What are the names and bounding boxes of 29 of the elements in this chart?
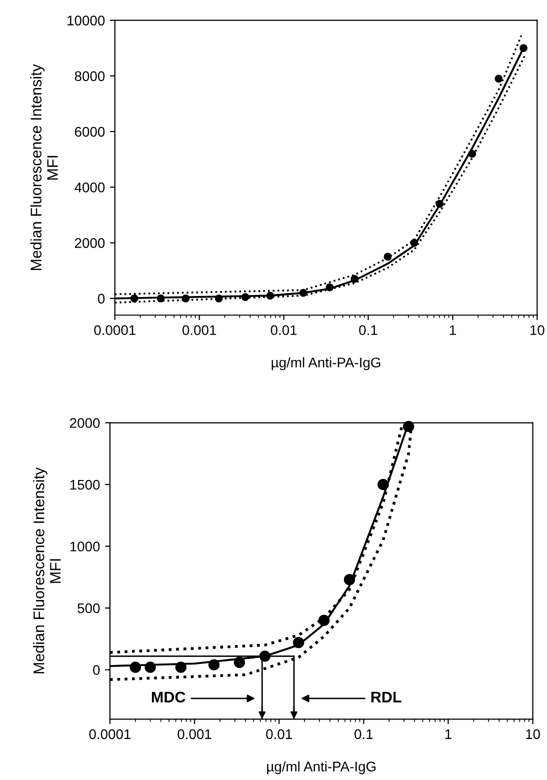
x-tick-label: 10	[530, 325, 544, 336]
x-tick-label: 1	[445, 729, 452, 739]
y-tick-label: 8000	[74, 71, 105, 82]
annotation: MDC	[152, 692, 186, 703]
x-tick-label: 0.1	[354, 729, 373, 740]
y-tick-label: 0	[98, 294, 105, 304]
x-axis-title: µg/ml Anti-PA-IgG	[272, 357, 380, 370]
y-tick-label: 4000	[74, 182, 105, 192]
x-tick-label: 0.01	[266, 729, 292, 740]
x-tick-label: 0.01	[270, 325, 297, 336]
y-tick-label: 1000	[70, 542, 100, 552]
y-tick-label: 2000	[70, 418, 100, 428]
x-tick-label: 0.001	[182, 325, 216, 336]
x-tick-label: 0.0001	[89, 729, 131, 740]
y-tick-label: 10000	[68, 16, 105, 26]
x-tick-label: 0.0001	[94, 325, 136, 336]
x-tick-label: 0.001	[178, 729, 212, 740]
y-axis-title: Median Fluorescence Intensity MFI	[33, 467, 61, 674]
y-tick-label: 1500	[70, 480, 100, 490]
y-tick-label: 6000	[74, 126, 105, 137]
y-tick-label: 0	[93, 665, 100, 675]
y-axis-title: Median Fluorescence Intensity MFI	[30, 64, 58, 270]
x-tick-label: 10	[526, 729, 540, 740]
annotation: RDL	[371, 692, 402, 702]
x-tick-label: 0.1	[359, 325, 378, 336]
y-tick-label: 500	[78, 603, 100, 614]
x-tick-label: 1	[450, 325, 456, 335]
x-axis-title: µg/ml Anti-PA-IgG	[267, 761, 376, 774]
y-tick-label: 2000	[74, 238, 105, 248]
